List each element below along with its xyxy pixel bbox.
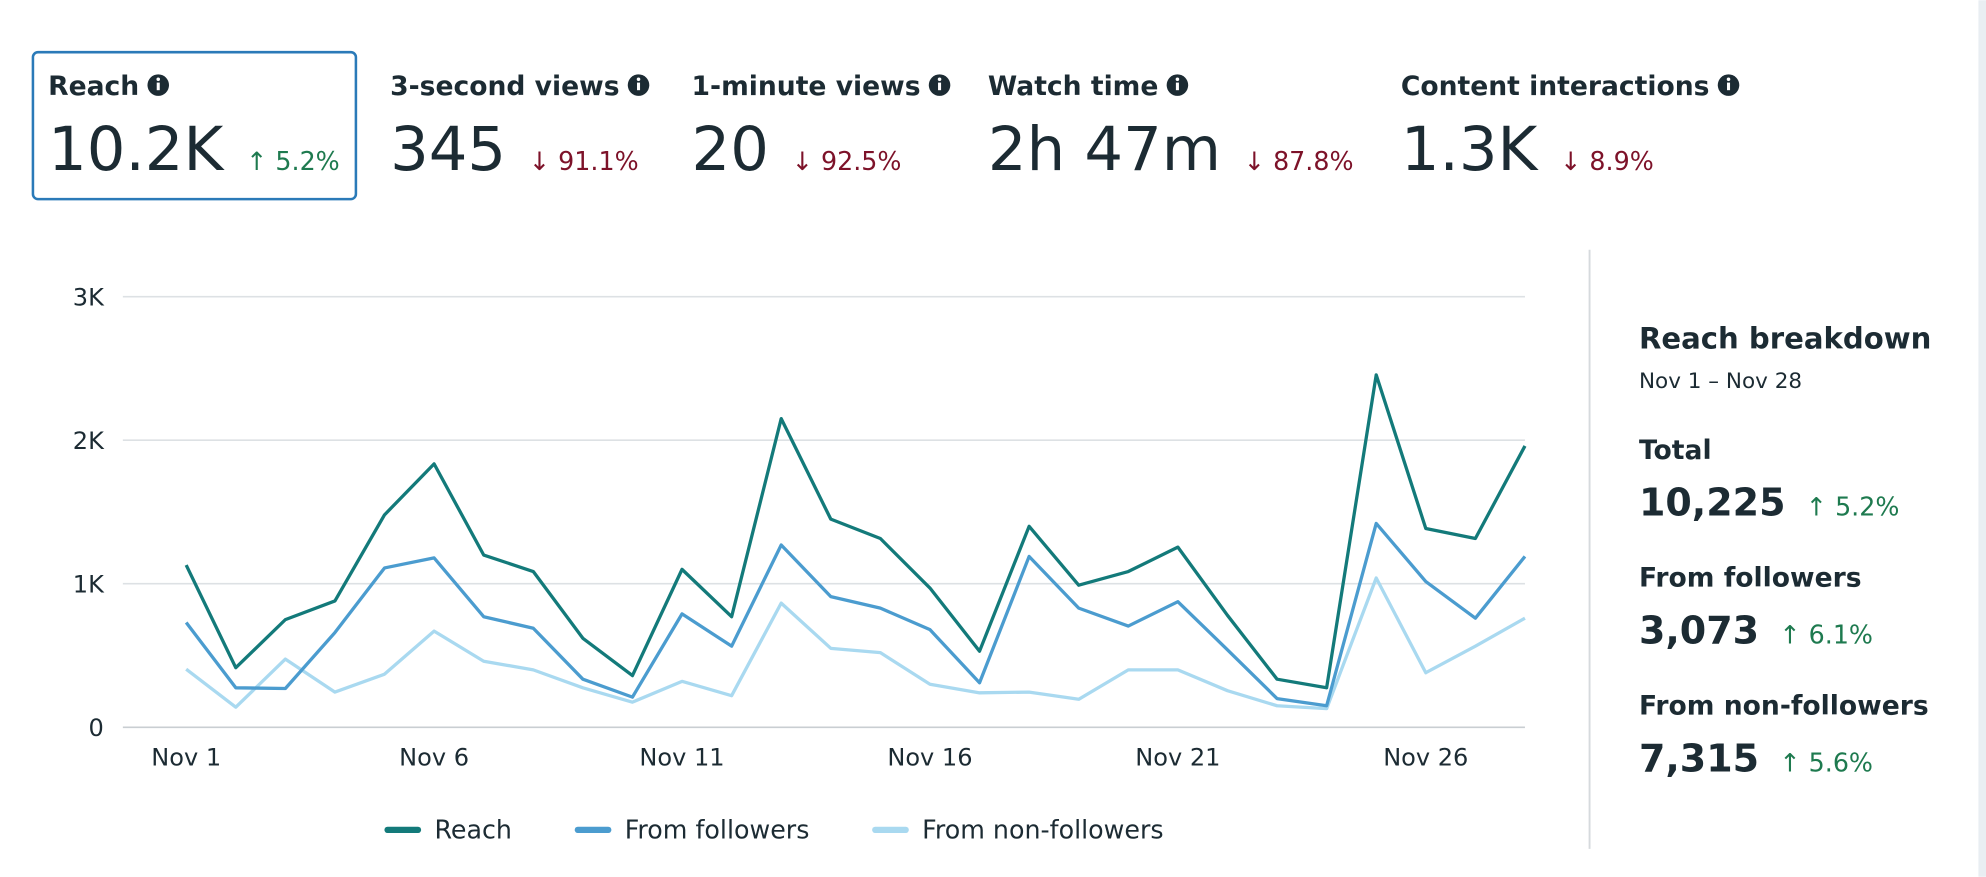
breakdown-row: 3,073 ↑ 6.1% xyxy=(1639,609,1873,653)
breakdown-change: ↑ 6.1% xyxy=(1779,620,1873,650)
metric-row: 345 ↓ 91.1% xyxy=(390,115,639,185)
metric-change: ↓ 91.1% xyxy=(529,146,639,176)
metric-value: 20 xyxy=(692,115,769,185)
x-tick-label: Nov 26 xyxy=(1383,743,1468,771)
info-icon[interactable] xyxy=(147,74,170,96)
metric-value: 1.3K xyxy=(1401,115,1540,185)
legend-label: From followers xyxy=(625,815,810,845)
metric-change: ↑ 5.2% xyxy=(246,146,340,176)
metric-value: 2h 47m xyxy=(988,115,1221,185)
metric-row: 20 ↓ 92.5% xyxy=(692,115,902,185)
metric-value: 345 xyxy=(390,115,506,185)
metric-row: 1.3K ↓ 8.9% xyxy=(1401,115,1654,185)
breakdown-row: 10,225 ↑ 5.2% xyxy=(1639,481,1899,525)
y-tick-label: 2K xyxy=(73,427,105,455)
series-line xyxy=(184,521,1527,708)
metric-change: ↓ 87.8% xyxy=(1244,146,1354,176)
breakdown-date: Nov 1 – Nov 28 xyxy=(1639,369,1802,394)
metric-row: 2h 47m ↓ 87.8% xyxy=(988,115,1354,185)
legend-label: Reach xyxy=(434,815,512,845)
x-tick-label: Nov 1 xyxy=(151,743,221,771)
info-bar xyxy=(1727,82,1731,91)
info-icon[interactable] xyxy=(627,74,650,96)
x-tick-label: Nov 21 xyxy=(1135,743,1220,771)
metric-label[interactable]: Reach xyxy=(48,71,139,102)
x-tick-label: Nov 6 xyxy=(399,743,469,771)
selected-card[interactable] xyxy=(31,50,358,201)
y-tick-label: 3K xyxy=(73,284,105,312)
breakdown-value: 10,225 xyxy=(1639,481,1786,525)
info-icon[interactable] xyxy=(1717,74,1740,96)
breakdown-value: 7,315 xyxy=(1639,737,1759,781)
metric-change: ↓ 8.9% xyxy=(1560,146,1654,176)
metric-row: 10.2K ↑ 5.2% xyxy=(48,115,340,185)
breakdown-change: ↑ 5.2% xyxy=(1806,492,1900,522)
info-bar xyxy=(156,82,160,91)
breakdown-change: ↑ 5.6% xyxy=(1779,748,1873,778)
breakdown-label: From followers xyxy=(1639,563,1862,594)
info-dot xyxy=(636,77,641,82)
info-bar xyxy=(1175,82,1179,91)
breakdown-title: Reach breakdown xyxy=(1639,322,1931,356)
scrollbar xyxy=(1978,0,1986,877)
info-bar xyxy=(637,82,641,91)
metric-label[interactable]: Watch time xyxy=(988,71,1158,102)
breakdown-label: From non-followers xyxy=(1639,691,1929,722)
y-tick-label: 1K xyxy=(73,571,105,599)
metric-label[interactable]: 1-minute views xyxy=(692,71,921,102)
info-bar xyxy=(938,82,942,91)
metric-change: ↓ 92.5% xyxy=(792,146,902,176)
breakdown-label: Total xyxy=(1639,435,1712,466)
breakdown-row: 7,315 ↑ 5.6% xyxy=(1639,737,1873,781)
series-line xyxy=(185,576,1526,711)
info-icon[interactable] xyxy=(1166,74,1189,96)
info-dot xyxy=(1175,77,1180,82)
y-tick-label: 0 xyxy=(89,714,104,742)
legend-label: From non-followers xyxy=(922,815,1163,845)
metric-label[interactable]: 3-second views xyxy=(390,71,619,102)
info-dot xyxy=(1726,77,1731,82)
x-tick-label: Nov 11 xyxy=(639,743,724,771)
breakdown-value: 3,073 xyxy=(1639,609,1759,653)
info-dot xyxy=(937,77,942,82)
x-tick-label: Nov 16 xyxy=(887,743,972,771)
info-dot xyxy=(156,77,161,82)
metric-label[interactable]: Content interactions xyxy=(1401,71,1710,102)
series-line xyxy=(184,373,1527,690)
metric-value: 10.2K xyxy=(48,115,225,185)
info-icon[interactable] xyxy=(928,74,951,96)
